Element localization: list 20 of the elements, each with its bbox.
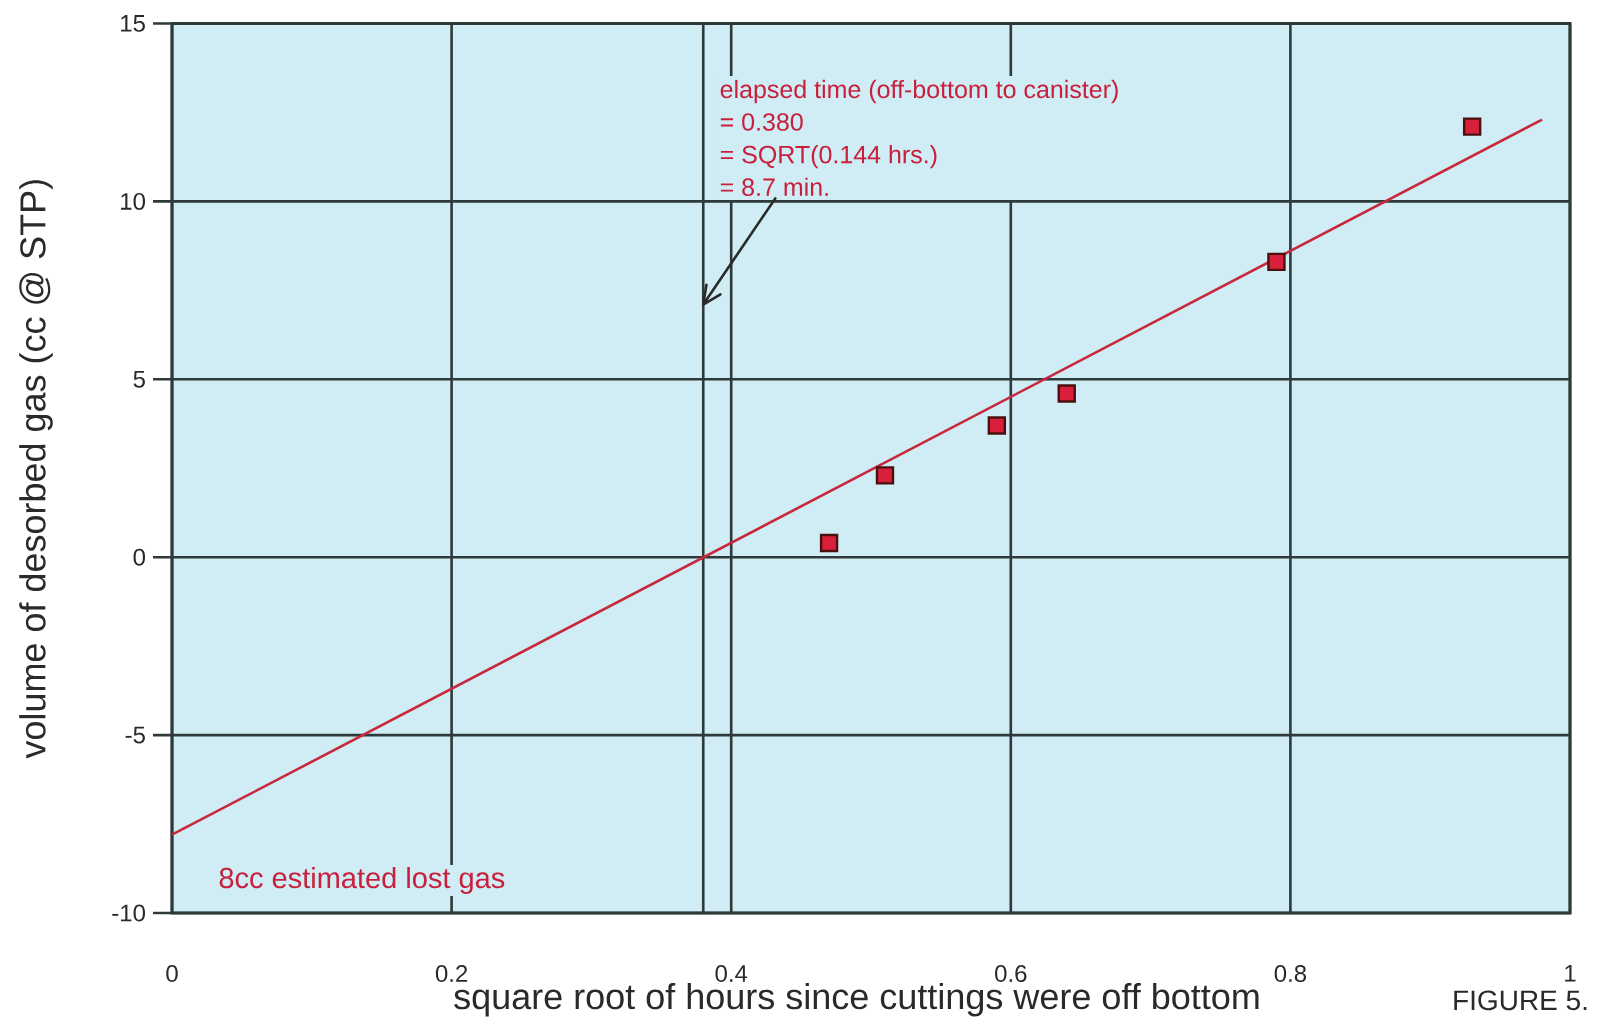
x-tick-label: 0.2 — [435, 965, 468, 983]
y-axis-title: volume of desorbed gas (cc @ STP) — [19, 180, 53, 759]
caption: FIGURE 5. — [1454, 990, 1587, 1011]
x-tick-label: 1 — [1565, 965, 1576, 982]
annotation: 8cc estimated lost gas — [219, 866, 505, 895]
y-tick-label: 5 — [133, 370, 145, 388]
y-tick-label: 0 — [133, 548, 146, 566]
annotation: elapsed time (off-bottom to canister) — [720, 79, 1118, 104]
x-tick-label: 0 — [166, 965, 178, 983]
annotation: = 8.7 min. — [720, 177, 828, 197]
annotation: = SQRT(0.144 hrs.) — [720, 145, 937, 169]
y-tick-label: 10 — [121, 192, 146, 210]
y-tick-label: -5 — [125, 726, 145, 744]
y-tick-label: -10 — [112, 904, 146, 922]
annotation: = 0.380 — [720, 113, 803, 131]
x-axis-title: square root of hours since cuttings were off bottom — [454, 982, 1259, 1017]
y-tick-label: 15 — [121, 15, 145, 32]
x-tick-label: 0.4 — [715, 965, 748, 983]
x-tick-label: 0.8 — [1274, 965, 1307, 983]
x-tick-label: 0.6 — [995, 965, 1027, 983]
